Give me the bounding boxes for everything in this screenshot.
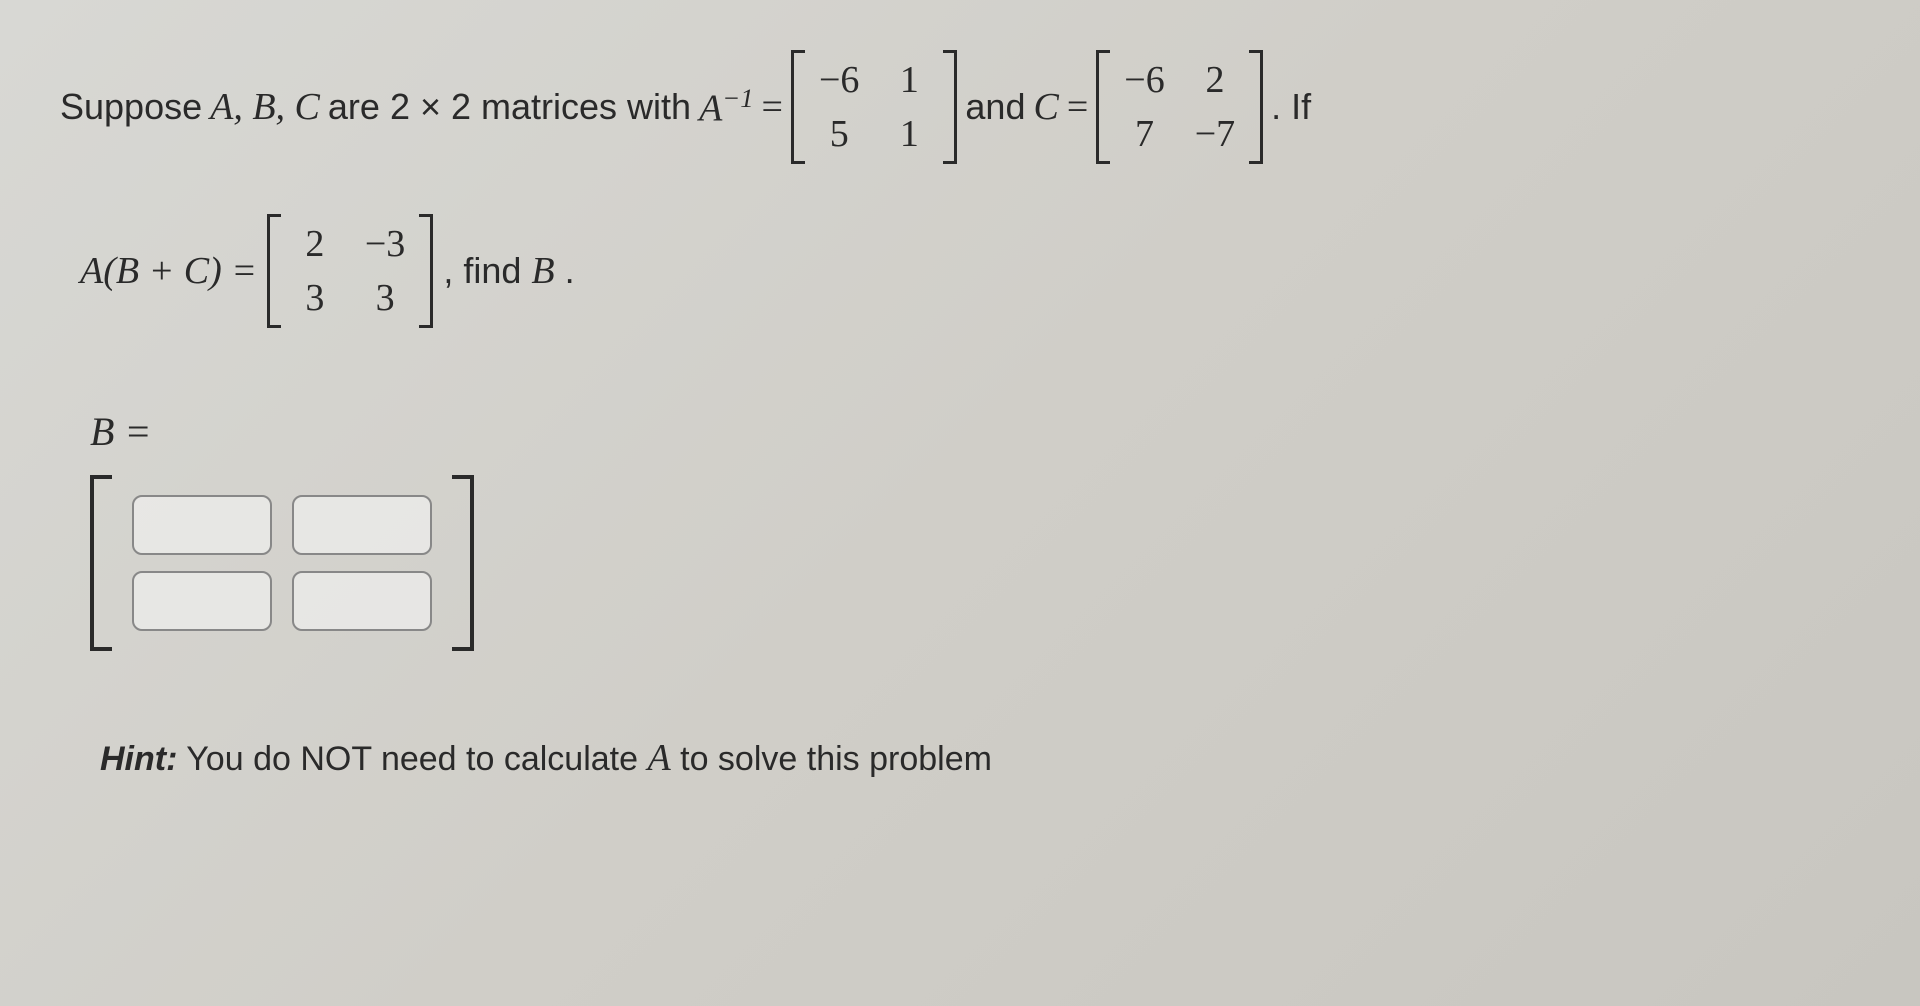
equals-2: = — [1067, 85, 1088, 129]
hint-before: You do NOT need to calculate — [177, 740, 647, 778]
a-inverse-label: A−1 — [699, 83, 753, 131]
matrix-cell: 2 — [295, 222, 335, 266]
abc-matrix: 2 −3 3 3 — [267, 214, 433, 328]
matrix-cell: 5 — [819, 112, 859, 156]
matrix-cell: 3 — [365, 276, 405, 320]
matrix-cell: 3 — [295, 276, 335, 320]
answer-input-11[interactable] — [132, 495, 272, 555]
answer-input-22[interactable] — [292, 571, 432, 631]
hint-text: Hint: You do NOT need to calculate A to … — [100, 736, 1860, 780]
answer-matrix — [90, 475, 474, 651]
abc-left: A(B + C) = — [80, 249, 257, 293]
answer-input-12[interactable] — [292, 495, 432, 555]
find-b-text: , find — [443, 250, 521, 292]
and-text: and — [965, 86, 1025, 128]
equals-1: = — [762, 85, 783, 129]
matrix-cell: −6 — [819, 58, 859, 102]
find-b-var: B — [531, 249, 554, 293]
intro-prefix: Suppose — [60, 86, 202, 128]
problem-line-1: Suppose A, B, C are 2 × 2 matrices with … — [60, 50, 1860, 164]
hint-after: to solve this problem — [671, 740, 992, 778]
a-inverse-matrix: −6 1 5 1 — [791, 50, 957, 164]
problem-line-2: A(B + C) = 2 −3 3 3 , find B . — [80, 214, 1860, 328]
answer-section: B = — [90, 408, 1860, 656]
matrix-cell: −6 — [1124, 58, 1164, 102]
hint-var: A — [647, 737, 670, 779]
c-matrix: −6 2 7 −7 — [1096, 50, 1263, 164]
matrix-cell: 1 — [889, 112, 929, 156]
matrix-cell: 1 — [889, 58, 929, 102]
period-if: . If — [1271, 86, 1311, 128]
matrix-cell: −7 — [1195, 112, 1235, 156]
intro-mid: are 2 × 2 matrices with — [328, 86, 691, 128]
matrix-cell: 2 — [1195, 58, 1235, 102]
answer-label: B = — [90, 408, 1860, 455]
vars-abc: A, B, C — [210, 85, 320, 129]
hint-prefix: Hint: — [100, 740, 177, 778]
c-label: C — [1033, 85, 1058, 129]
find-b-period: . — [565, 250, 575, 292]
matrix-cell: 7 — [1124, 112, 1164, 156]
answer-input-21[interactable] — [132, 571, 272, 631]
matrix-cell: −3 — [365, 222, 405, 266]
